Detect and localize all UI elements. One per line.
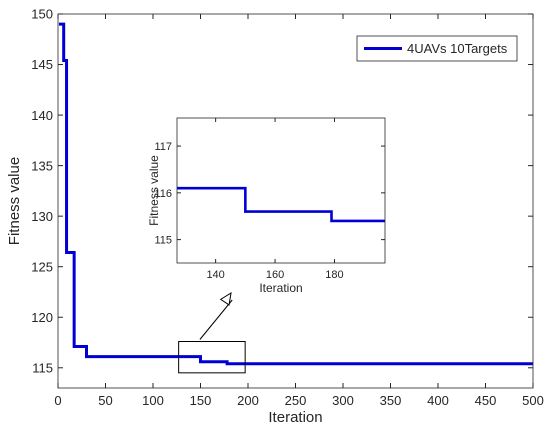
main-y-tick-label: 115	[32, 360, 53, 375]
main-y-tick-label: 135	[31, 158, 53, 173]
main-series-line-0	[58, 22, 533, 366]
inset-y-axis-label: Fitness value	[147, 155, 161, 226]
inset-x-tick-label: 160	[266, 269, 284, 281]
inset-x-axis-label: Iteration	[259, 281, 302, 295]
main-y-tick-label: 130	[31, 209, 53, 224]
inset-x-tick-label: 140	[206, 269, 224, 281]
main-y-tick-label: 150	[31, 7, 53, 22]
legend: 4UAVs 10Targets	[356, 35, 518, 62]
main-y-tick-label: 145	[31, 57, 53, 72]
inset-plot-background	[177, 118, 385, 263]
main-x-tick-label: 250	[285, 393, 307, 408]
main-x-tick-label: 50	[98, 393, 112, 408]
main-y-tick-label: 125	[31, 259, 53, 274]
main-x-axis-label: Iteration	[268, 409, 322, 426]
main-x-tick-label: 300	[332, 393, 354, 408]
inset-y-tick-label: 115	[154, 235, 172, 247]
main-x-tick-label: 0	[54, 393, 61, 408]
main-x-tick-label: 150	[190, 393, 212, 408]
main-y-axis-label: Fitness value	[6, 157, 23, 245]
inset-y-tick-label: 117	[154, 141, 172, 153]
inset-series-line-0	[177, 186, 385, 223]
annotation-arrow-shaft	[199, 299, 233, 340]
main-x-tick-label: 100	[142, 393, 164, 408]
inset-x-tick-label: 180	[325, 269, 343, 281]
main-x-tick-label: 200	[237, 393, 259, 408]
inset-panel: 140 160 180 115 116 117 Iteration Fitness value	[147, 117, 386, 295]
main-y-tick-label: 120	[31, 310, 53, 325]
main-x-tick-label: 350	[380, 393, 402, 408]
inset-axes-frame	[176, 117, 386, 264]
main-x-tick-label: 450	[475, 393, 497, 408]
annotation-arrow-head	[219, 291, 232, 306]
zoom-region-box	[178, 341, 246, 374]
main-y-tick-label: 140	[31, 108, 53, 123]
inset-y-tick-label: 116	[154, 188, 172, 200]
main-x-tick-label: 400	[427, 393, 449, 408]
legend-label: 4UAVs 10Targets	[407, 41, 508, 56]
main-panel: 0 50 100 150 200 250 300 350 400 450 500 115 120 125 1…	[6, 7, 544, 426]
main-x-tick-label: 500	[522, 393, 544, 408]
